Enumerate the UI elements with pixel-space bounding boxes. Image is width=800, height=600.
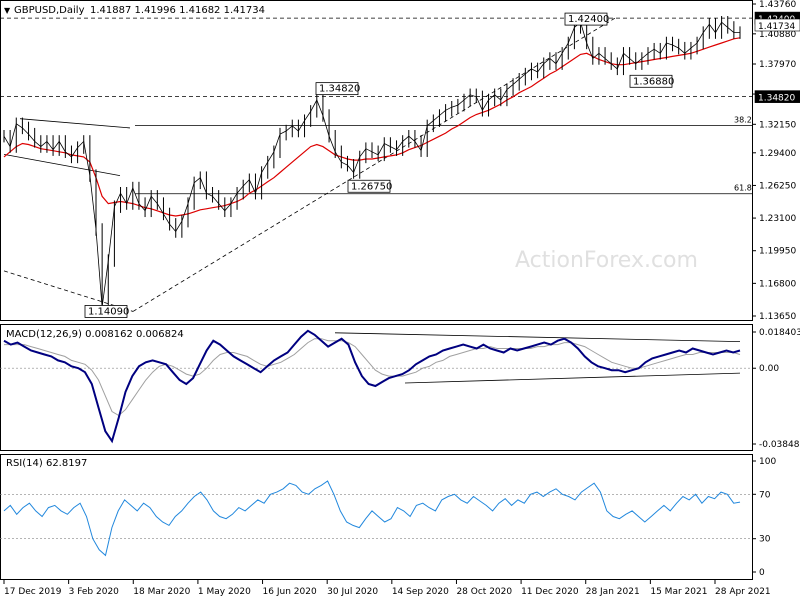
rsi-y-tick-label: 70 <box>759 490 771 500</box>
rsi-y-tick-label: 100 <box>759 457 776 467</box>
price-tag-box <box>754 90 800 103</box>
price-tag-label: 1.41734 <box>758 22 795 32</box>
x-tick-label: 28 Jan 2021 <box>586 587 640 597</box>
price-y-tick-label: 1.26250 <box>759 181 796 191</box>
x-tick-label: 11 Dec 2020 <box>521 587 579 597</box>
x-tick-label: 1 May 2020 <box>198 587 251 597</box>
price-y-tick-label: 1.16800 <box>759 279 796 289</box>
macd-trend-line <box>404 372 741 384</box>
price-layer: 38.2 61.8 1.42400 1.36880 1.34820 1.26750 1.14… <box>0 12 752 318</box>
price-annotation-box <box>564 12 608 26</box>
price-panel-frame <box>0 0 753 321</box>
x-tick-label: 28 Oct 2020 <box>456 587 512 597</box>
price-series-line <box>3 21 740 308</box>
price-annotation-box <box>84 305 128 318</box>
macd-panel-frame <box>0 324 753 451</box>
price-annotation: 1.34820 <box>319 84 360 95</box>
x-tick-label: 18 Mar 2020 <box>133 587 190 597</box>
price-annotation: 1.26750 <box>351 181 392 192</box>
macd-y-tick-label: 0.018403 <box>759 328 800 338</box>
rsi-y-tick-label: 30 <box>759 535 771 545</box>
price-annotation-box <box>347 179 391 193</box>
price-annotation: 1.36880 <box>633 76 674 87</box>
rsi-line <box>3 480 741 557</box>
trend-line <box>132 17 616 312</box>
macd-y-tick-label: 0.00 <box>759 364 779 374</box>
macd-main-line <box>3 329 741 444</box>
x-tick-label: 16 Jun 2020 <box>263 587 317 597</box>
price-y-tick-label: 1.37970 <box>759 60 796 70</box>
price-y-tick-label: 1.40880 <box>759 30 796 40</box>
macd-layer <box>0 329 752 444</box>
rsi-layer <box>0 480 752 557</box>
fib-level-label: 38.2 <box>734 115 752 124</box>
price-tag-label: 1.34820 <box>758 94 795 104</box>
ohlc-readout: 1.41887 1.41996 1.41682 1.41734 <box>90 5 265 16</box>
x-tick-label: 28 Apr 2021 <box>715 587 771 597</box>
x-tick-label: 3 Feb 2020 <box>69 587 120 597</box>
x-tick-label: 17 Dec 2019 <box>4 587 62 597</box>
price-annotation-box <box>315 82 359 96</box>
rsi-panel-frame <box>0 454 753 580</box>
axis-layer: 1.437601.408801.379701.350701.321501.294… <box>3 0 800 597</box>
trend-line <box>19 118 131 129</box>
macd-y-tick-label: -0.038483 <box>759 440 800 450</box>
trend-line <box>3 270 134 312</box>
trend-line <box>3 153 121 176</box>
x-tick-label: 15 Mar 2021 <box>650 587 707 597</box>
price-annotation: 1.14090 <box>88 306 129 317</box>
price-tag-box <box>754 18 800 32</box>
x-tick-label: 14 Sep 2020 <box>392 587 449 597</box>
price-annotation-box <box>629 74 673 88</box>
price-annotation: 1.42400 <box>568 14 609 25</box>
watermark: ActionForex.com <box>515 248 698 273</box>
rsi-title: RSI(14) 62.8197 <box>6 458 87 469</box>
price-y-tick-label: 1.29400 <box>759 149 796 159</box>
macd-trend-line <box>334 332 741 343</box>
price-y-tick-label: 1.19950 <box>759 247 796 257</box>
price-y-tick-label: 1.13650 <box>759 312 796 322</box>
price-y-tick-label: 1.43760 <box>759 0 796 10</box>
fib-level-label: 61.8 <box>734 184 752 193</box>
macd-title: MACD(12,26,9) 0.008162 0.006824 <box>6 329 184 340</box>
rsi-y-tick-label: 0 <box>759 568 765 578</box>
x-tick-label: 30 Jul 2020 <box>327 587 378 597</box>
price-title-arrow: ▼ <box>4 6 11 15</box>
price-y-tick-label: 1.32150 <box>759 120 796 130</box>
price-y-tick-label: 1.23100 <box>759 214 796 224</box>
price-title: GBPUSD,Daily <box>14 5 85 16</box>
macd-signal-line <box>4 338 741 417</box>
